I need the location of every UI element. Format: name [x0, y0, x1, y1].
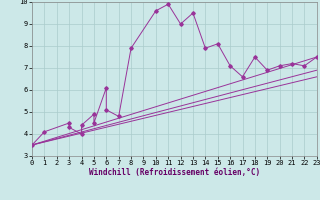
X-axis label: Windchill (Refroidissement éolien,°C): Windchill (Refroidissement éolien,°C): [89, 168, 260, 177]
